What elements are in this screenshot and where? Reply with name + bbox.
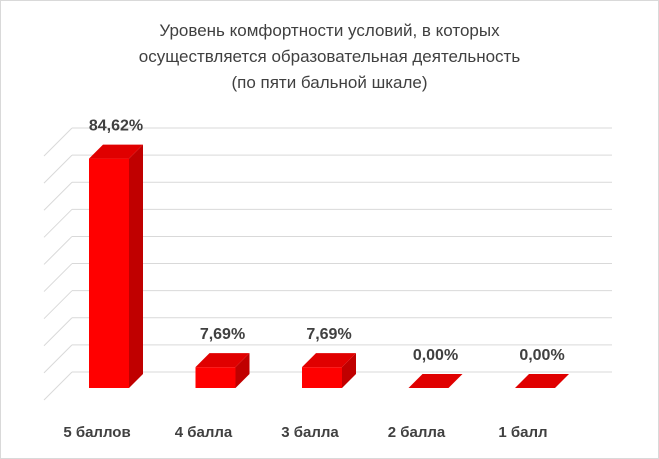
gridline-side xyxy=(43,263,73,292)
bar-top xyxy=(515,374,569,388)
bar-side xyxy=(235,353,250,388)
gridline-side xyxy=(43,236,73,265)
bar-front xyxy=(89,158,129,388)
chart-title-line-1: Уровень комфортности условий, в которых xyxy=(159,21,500,40)
bar-top xyxy=(408,374,463,388)
data-label: 7,69% xyxy=(200,326,245,343)
bar-front xyxy=(302,367,342,388)
data-label: 7,69% xyxy=(306,326,351,343)
gridline-side xyxy=(43,154,73,184)
gridline-side xyxy=(43,344,73,374)
category-label: 2 балла xyxy=(388,424,446,441)
gridline-side xyxy=(43,317,73,347)
gridline-side xyxy=(43,208,73,238)
bar-top xyxy=(302,353,356,368)
chart-title-line-3: (по пяти бальной шкале) xyxy=(231,73,428,92)
chart-title-line-2: осуществляется образовательная деятельно… xyxy=(138,47,521,66)
category-label: 4 балла xyxy=(175,424,233,441)
gridline-side xyxy=(43,371,73,401)
data-label: 0,00% xyxy=(519,347,564,364)
gridline-side xyxy=(43,127,73,157)
data-label: 0,00% xyxy=(413,347,458,364)
bar-top xyxy=(195,353,250,368)
bar-side xyxy=(129,144,143,388)
bar-side xyxy=(342,353,356,388)
bar-top xyxy=(89,144,143,159)
category-label: 3 балла xyxy=(281,424,339,441)
bar-front xyxy=(195,367,236,388)
gridline-side xyxy=(43,290,73,320)
category-label: 5 баллов xyxy=(63,424,130,441)
category-label: 1 балл xyxy=(498,424,547,441)
data-label: 84,62% xyxy=(89,118,143,135)
gridline-side xyxy=(43,181,73,211)
